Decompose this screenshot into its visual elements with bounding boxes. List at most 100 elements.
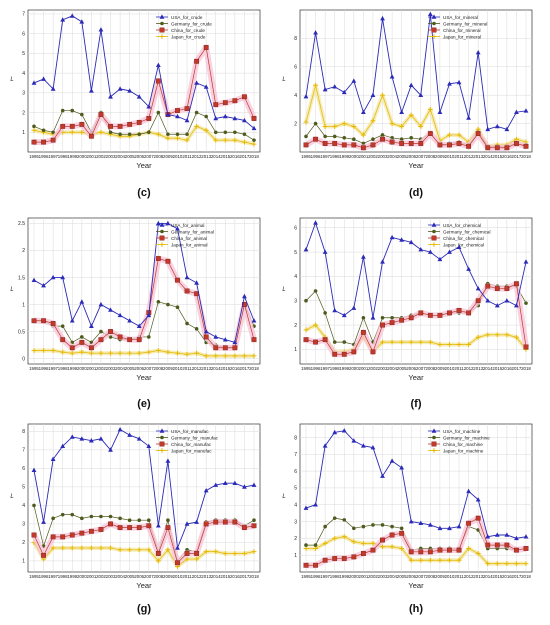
y-tick-label: 1: [22, 130, 25, 136]
data-point: [523, 259, 529, 264]
data-point: [427, 131, 433, 136]
x-tick-label: 2013: [473, 366, 483, 371]
y-tick-label: 5: [22, 485, 25, 491]
data-point: [427, 549, 433, 555]
data-point: [418, 247, 424, 252]
data-point: [242, 139, 247, 145]
x-tick-label: 2003: [106, 154, 116, 159]
data-point: [98, 337, 104, 343]
x-tick-label: 2007: [144, 154, 154, 159]
data-point: [341, 121, 347, 126]
x-tick-label: 2015: [220, 366, 230, 371]
data-point: [194, 327, 199, 331]
data-point: [380, 315, 385, 320]
legend-entry: Germany_for_chemical: [443, 229, 491, 234]
data-point: [60, 274, 66, 280]
data-point: [399, 124, 405, 129]
data-point: [98, 129, 104, 135]
data-point: [352, 137, 356, 142]
y-tick-label: 3: [22, 522, 25, 528]
data-point: [389, 339, 395, 345]
y-tick-label: 7: [22, 12, 25, 18]
legend-entry: USA_for_machine: [443, 429, 481, 434]
x-tick-label: 2007: [416, 574, 426, 579]
data-point: [108, 521, 113, 527]
x-tick-label: 1995: [301, 154, 311, 159]
data-point: [351, 305, 357, 310]
x-tick-label: 2013: [473, 574, 483, 579]
data-point: [69, 123, 75, 129]
data-point: [213, 334, 219, 339]
data-point: [351, 124, 357, 129]
x-tick-label: 1998: [58, 574, 68, 579]
data-point: [485, 283, 491, 289]
data-point: [232, 551, 238, 556]
legend-marker: [431, 27, 437, 33]
x-tick-label: 2014: [483, 154, 493, 159]
legend-marker: [431, 242, 437, 247]
data-point: [351, 554, 357, 560]
x-tick-label: 2018: [521, 574, 531, 579]
y-tick-label: 4: [22, 503, 25, 509]
data-point: [342, 136, 347, 140]
data-point: [447, 342, 452, 347]
data-point: [213, 353, 219, 359]
x-tick-label: 2003: [378, 366, 388, 371]
data-point: [361, 524, 366, 529]
y-tick-label: 3: [22, 91, 25, 97]
x-tick-label: 2006: [406, 574, 416, 579]
data-point: [332, 84, 338, 89]
data-point: [50, 545, 56, 551]
x-tick-label: 2016: [230, 574, 240, 579]
plot-area: [299, 217, 533, 365]
data-point: [108, 94, 113, 99]
legend-entry: USA_for_mineral: [443, 15, 478, 20]
data-point: [79, 339, 85, 345]
data-point: [50, 274, 56, 280]
data-point: [136, 337, 142, 343]
x-tick-label: 2004: [387, 154, 397, 159]
data-point: [166, 302, 170, 307]
data-point: [437, 342, 443, 347]
chart-panel-c: 1995 1996 1997 1998 1999 2000 2001 2002 2003 2004…: [10, 9, 261, 170]
data-point: [203, 521, 209, 527]
data-point: [155, 62, 161, 68]
data-point: [184, 106, 190, 112]
y-tick-label: 3: [294, 519, 297, 525]
data-point: [79, 545, 85, 551]
data-point: [360, 541, 366, 546]
x-tick-label: 1998: [58, 154, 68, 159]
data-point: [303, 142, 309, 148]
panel-label: (h): [409, 603, 423, 615]
legend-marker: [160, 229, 164, 234]
data-point: [165, 111, 171, 117]
y-tick-label: 5: [294, 486, 297, 492]
y-tick-label: 2: [294, 121, 297, 127]
y-tick-label: 2: [294, 323, 297, 329]
x-tick-label: 2015: [492, 366, 502, 371]
data-point: [136, 94, 142, 99]
data-point: [380, 339, 385, 345]
y-axis-label: L: [282, 494, 285, 500]
legend-entry: Germany_for_mineral: [443, 21, 487, 26]
data-point: [175, 277, 180, 283]
data-point: [466, 115, 472, 120]
data-point: [79, 530, 85, 536]
data-point: [494, 532, 500, 537]
data-point: [370, 547, 376, 553]
data-point: [222, 480, 228, 485]
data-point: [494, 286, 500, 291]
data-point: [251, 337, 257, 343]
data-point: [98, 112, 104, 117]
y-tick-label: 2: [22, 248, 25, 254]
data-point: [399, 339, 405, 345]
data-point: [146, 312, 152, 318]
x-tick-label: 2015: [220, 574, 230, 579]
data-point: [427, 11, 433, 17]
x-tick-label: 1995: [301, 366, 311, 371]
data-point: [418, 339, 424, 345]
x-tick-label: 2005: [125, 154, 135, 159]
x-tick-label: 2018: [249, 574, 259, 579]
